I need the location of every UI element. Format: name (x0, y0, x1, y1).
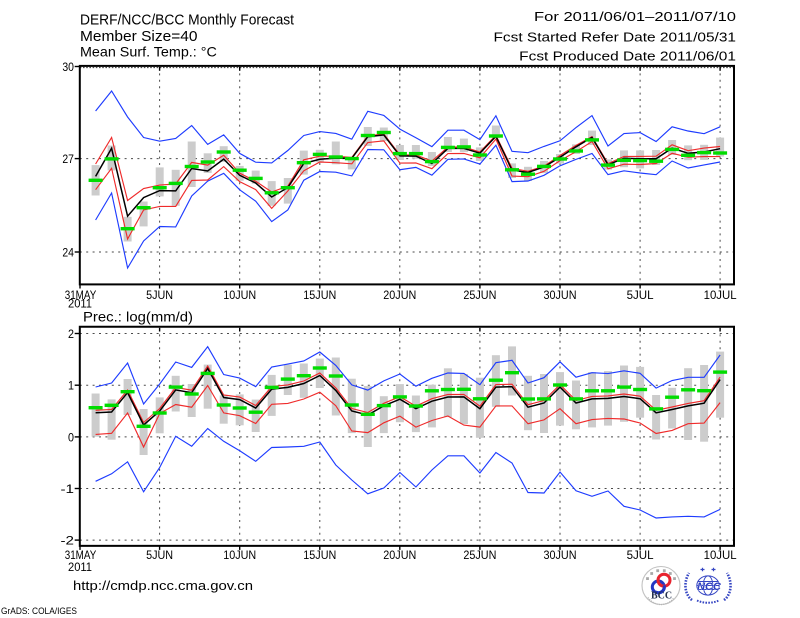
svg-text:31MAY: 31MAY (65, 290, 97, 302)
svg-text:15JUN: 15JUN (303, 290, 336, 302)
svg-text:5JUL: 5JUL (627, 290, 655, 302)
svg-text:15JUN: 15JUN (303, 550, 336, 562)
svg-text:5JUN: 5JUN (146, 550, 173, 562)
svg-text:-2: -2 (61, 534, 75, 548)
svg-text:0: 0 (68, 430, 74, 444)
svg-text:30: 30 (62, 60, 74, 74)
svg-text:Mean Surf. Temp.: °C: Mean Surf. Temp.: °C (80, 44, 217, 60)
svg-text:2: 2 (68, 327, 74, 341)
svg-text:GrADS: COLA/IGES: GrADS: COLA/IGES (1, 606, 77, 617)
svg-text:31MAY: 31MAY (65, 550, 97, 562)
svg-text:Prec.: log(mm/d): Prec.: log(mm/d) (83, 309, 193, 325)
svg-text:DERF/NCC/BCC Monthly Forecast: DERF/NCC/BCC Monthly Forecast (80, 12, 295, 29)
svg-text:Member Size=40: Member Size=40 (80, 28, 198, 45)
svg-text:2011: 2011 (68, 562, 92, 574)
svg-text:1: 1 (68, 379, 74, 393)
svg-text:30JUN: 30JUN (544, 290, 577, 302)
svg-text:27: 27 (62, 152, 74, 166)
svg-text:24: 24 (62, 245, 74, 259)
svg-text:5JUN: 5JUN (146, 290, 173, 302)
svg-text:2011: 2011 (68, 299, 92, 311)
svg-text:10JUN: 10JUN (223, 550, 256, 562)
svg-text:10JUN: 10JUN (223, 290, 256, 302)
svg-text:NCC: NCC (697, 581, 722, 593)
svg-text:10JUL: 10JUL (704, 550, 738, 562)
svg-text:Fcst Started Refer Date 2011/0: Fcst Started Refer Date 2011/05/31 (494, 30, 737, 45)
svg-text:BCC: BCC (651, 591, 672, 602)
svg-text:20JUN: 20JUN (383, 290, 416, 302)
svg-text:For 2011/06/01–2011/07/10: For 2011/06/01–2011/07/10 (534, 9, 736, 24)
svg-text:20JUN: 20JUN (383, 550, 416, 562)
svg-text:5JUL: 5JUL (627, 550, 655, 562)
svg-text:Fcst Produced Date 2011/06/01: Fcst Produced Date 2011/06/01 (519, 49, 736, 64)
svg-text:25JUN: 25JUN (463, 550, 496, 562)
svg-text:-1: -1 (61, 482, 75, 496)
svg-text:30JUN: 30JUN (544, 550, 577, 562)
svg-text:25JUN: 25JUN (463, 290, 496, 302)
svg-text:http://cmdp.ncc.cma.gov.cn: http://cmdp.ncc.cma.gov.cn (73, 578, 253, 593)
svg-text:10JUL: 10JUL (704, 290, 738, 302)
